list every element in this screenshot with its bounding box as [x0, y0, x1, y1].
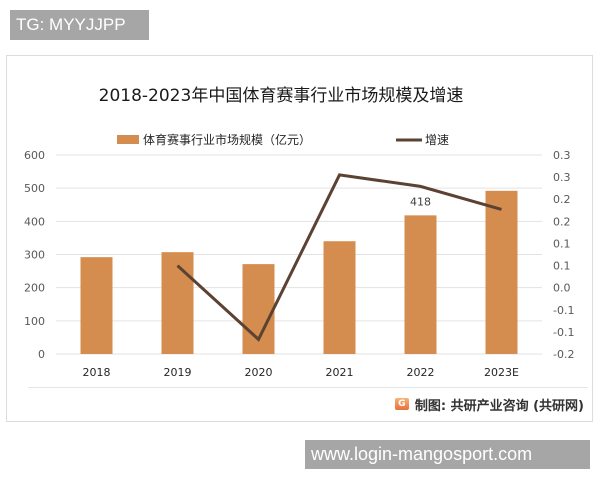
url-banner: www.login-mangosport.com [305, 440, 590, 469]
x-axis-label: 2022 [407, 366, 435, 379]
source-logo-icon: G [394, 398, 409, 410]
bar-2022 [404, 215, 437, 354]
left-axis-tick: 500 [24, 182, 45, 195]
footer-divider [28, 387, 588, 388]
left-axis-tick: 100 [24, 315, 45, 328]
legend-bar-label: 体育赛事行业市场规模（亿元） [143, 132, 311, 147]
right-axis-tick: 0.3 [553, 171, 571, 184]
left-axis-tick: 300 [24, 249, 45, 262]
right-axis-tick: -0.1 [553, 304, 574, 317]
x-axis-label: 2018 [83, 366, 111, 379]
x-axis-label: 2023E [484, 366, 519, 379]
right-axis-tick: 0.0 [553, 282, 571, 295]
growth-line [176, 173, 502, 342]
left-axis-tick: 0 [38, 348, 45, 361]
right-axis-tick: 0.1 [553, 237, 571, 250]
bar-2023E [485, 190, 518, 354]
left-axis-tick: 200 [24, 282, 45, 295]
chart-title: 2018-2023年中国体育赛事行业市场规模及增速 [99, 85, 464, 106]
right-axis-tick: -0.1 [553, 326, 574, 339]
bar-2019 [161, 252, 194, 354]
x-axis-label: 2021 [326, 366, 354, 379]
bar-data-label: 418 [410, 195, 431, 208]
x-axis-label: 2019 [164, 366, 192, 379]
bar-2021 [323, 241, 356, 354]
left-axis-tick: 600 [24, 149, 45, 162]
legend-line-label: 增速 [425, 133, 449, 147]
right-axis-tick: -0.2 [553, 348, 574, 361]
x-axis-label: 2020 [245, 366, 273, 379]
right-axis-tick: 0.1 [553, 260, 571, 273]
right-axis-tick: 0.3 [553, 149, 571, 162]
source-text: 制图: 共研产业咨询 (共研网) [414, 398, 584, 414]
right-axis-tick: 0.2 [553, 215, 571, 228]
right-axis-tick: 0.2 [553, 193, 571, 206]
bar-2018 [80, 257, 113, 354]
source-credit: G 制图: 共研产业咨询 (共研网) [394, 393, 584, 415]
tg-badge: TG: MYYJJPP [10, 10, 149, 40]
left-axis-tick: 400 [24, 215, 45, 228]
legend-bar-swatch [117, 135, 139, 144]
